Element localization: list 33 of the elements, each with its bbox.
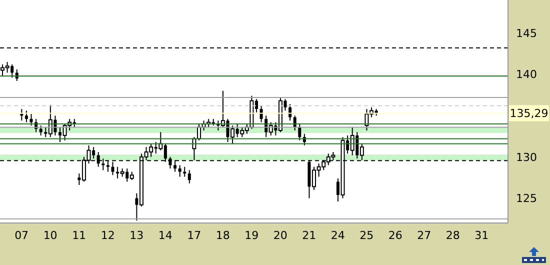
x-tick-label: 12 xyxy=(100,228,115,242)
candlestick xyxy=(298,123,302,141)
x-tick-label: 17 xyxy=(187,228,202,242)
y-tick-label: 130 xyxy=(516,150,537,164)
candlestick xyxy=(288,104,292,122)
candlestick xyxy=(260,105,263,123)
candlestick xyxy=(183,166,186,178)
candlestick xyxy=(350,126,354,156)
x-tick-label: 18 xyxy=(216,228,230,242)
candlestick xyxy=(188,170,191,184)
x-tick-label: 19 xyxy=(244,228,259,242)
x-tick-label: 11 xyxy=(72,228,86,242)
x-tick-label: 13 xyxy=(130,228,144,242)
x-tick-label: 07 xyxy=(14,228,29,242)
candlestick xyxy=(39,125,42,136)
candlestick xyxy=(24,110,28,123)
x-tick-label: 20 xyxy=(273,228,288,242)
x-tick-label: 10 xyxy=(43,228,58,242)
x-tick-label: 25 xyxy=(360,228,374,242)
y-tick-label: 145 xyxy=(516,26,537,40)
candlestick xyxy=(30,113,33,126)
x-tick-label: 26 xyxy=(388,228,402,242)
x-tick-label: 28 xyxy=(446,228,460,242)
x-tick-label: 24 xyxy=(330,228,345,242)
x-tick-label: 31 xyxy=(474,228,489,242)
x-tick-label: 27 xyxy=(417,228,432,242)
x-tick-label: 21 xyxy=(302,228,316,242)
x-tick-label: 14 xyxy=(158,228,172,242)
candlestick xyxy=(178,164,182,178)
candlestick xyxy=(20,108,24,122)
y-tick-label: 125 xyxy=(516,192,537,206)
ref-line-label: 135,29 xyxy=(510,107,548,120)
y-tick-label: 140 xyxy=(516,68,537,82)
